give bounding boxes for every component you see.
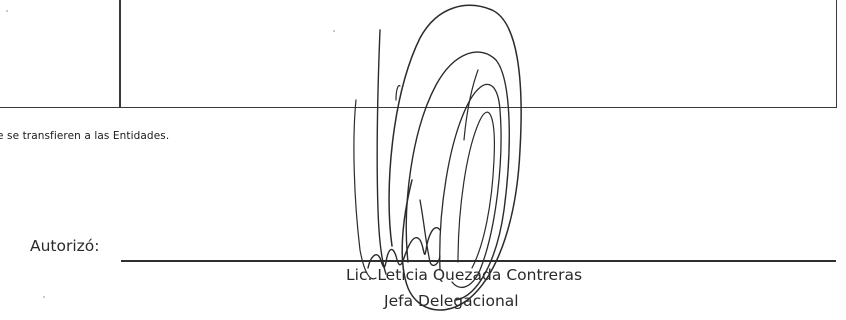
table-column-divider xyxy=(119,0,121,107)
table-frame xyxy=(0,0,837,108)
authorization-label: Autorizó: xyxy=(30,237,100,255)
signature-line xyxy=(121,260,836,262)
signature-stroke xyxy=(419,199,441,267)
signature-stroke xyxy=(457,111,495,269)
signature-stroke xyxy=(367,227,441,269)
signer-name: Lic. Leticia Quezada Contreras xyxy=(346,266,583,284)
signature-stroke xyxy=(353,99,377,280)
scan-speck xyxy=(333,30,335,32)
signature-stroke xyxy=(439,83,502,288)
scan-speck xyxy=(43,296,45,298)
scan-speck xyxy=(6,10,8,12)
footnote: e se transfieren a las Entidades. xyxy=(0,130,170,142)
signer-title: Jefa Delegacional xyxy=(384,292,519,310)
